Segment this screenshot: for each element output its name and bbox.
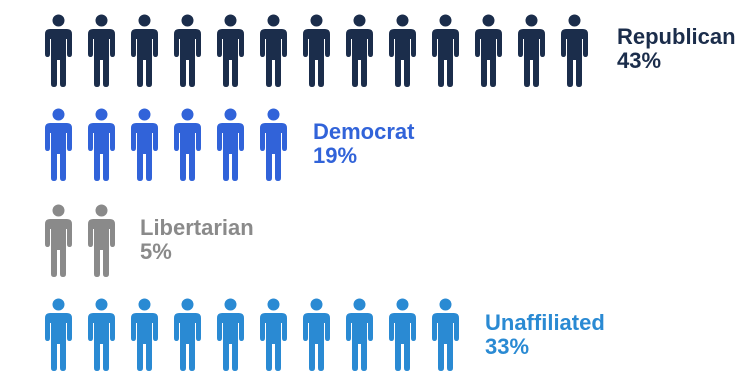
person-icon [45, 14, 72, 87]
person-icon [88, 108, 115, 181]
person-icon [389, 14, 416, 87]
person-icon [174, 298, 201, 371]
person-icon [518, 14, 545, 87]
person-icon [131, 14, 158, 87]
democrat-percent: 19% [313, 143, 358, 169]
libertarian-label: Libertarian 5% [140, 215, 254, 265]
person-icon [217, 14, 244, 87]
person-icon [217, 298, 244, 371]
person-icon [346, 298, 373, 371]
person-icon [131, 108, 158, 181]
person-icon [303, 14, 330, 87]
person-icon [88, 298, 115, 371]
republican-name: Republican [617, 24, 736, 49]
person-icon [45, 204, 72, 277]
libertarian-percent: 5% [140, 239, 172, 265]
person-icon [432, 14, 459, 87]
person-icon [303, 298, 330, 371]
person-icon [45, 108, 72, 181]
libertarian-name: Libertarian [140, 215, 254, 240]
democrat-name: Democrat [313, 119, 415, 144]
unaffiliated-label: Unaffiliated 33% [485, 310, 605, 360]
unaffiliated-name: Unaffiliated [485, 310, 605, 335]
row-libertarian: Libertarian 5% [0, 202, 743, 282]
person-icon [561, 14, 588, 87]
person-icon [432, 298, 459, 371]
unaffiliated-percent: 33% [485, 334, 530, 360]
row-democrat: Democrat 19% [0, 106, 743, 186]
person-icon [475, 14, 502, 87]
person-icon [174, 14, 201, 87]
person-icon [131, 298, 158, 371]
republican-label: Republican 43% [617, 24, 736, 74]
republican-percent: 43% [617, 48, 662, 74]
person-icon [88, 204, 115, 277]
democrat-label: Democrat 19% [313, 119, 415, 169]
person-icon [389, 298, 416, 371]
person-icon [174, 108, 201, 181]
person-icon [260, 298, 287, 371]
person-icon [88, 14, 115, 87]
person-icon [260, 108, 287, 181]
person-icon [346, 14, 373, 87]
person-icon [45, 298, 72, 371]
row-republican: Republican 43% [0, 12, 743, 92]
person-icon [217, 108, 244, 181]
person-icon [260, 14, 287, 87]
row-unaffiliated: Unaffiliated 33% [0, 296, 743, 376]
